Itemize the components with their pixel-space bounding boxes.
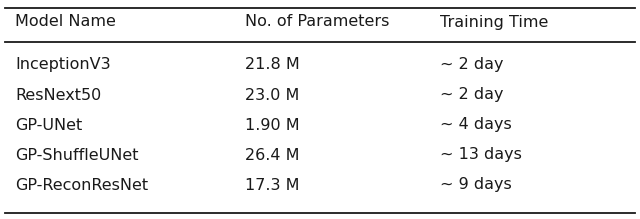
Text: 1.90 M: 1.90 M xyxy=(245,118,300,132)
Text: ~ 9 days: ~ 9 days xyxy=(440,178,512,193)
Text: GP-UNet: GP-UNet xyxy=(15,118,83,132)
Text: 23.0 M: 23.0 M xyxy=(245,88,300,102)
Text: GP-ReconResNet: GP-ReconResNet xyxy=(15,178,148,193)
Text: No. of Parameters: No. of Parameters xyxy=(245,14,389,30)
Text: 21.8 M: 21.8 M xyxy=(245,58,300,72)
Text: Model Name: Model Name xyxy=(15,14,116,30)
Text: 17.3 M: 17.3 M xyxy=(245,178,300,193)
Text: ~ 4 days: ~ 4 days xyxy=(440,118,512,132)
Text: Training Time: Training Time xyxy=(440,14,548,30)
Text: 26.4 M: 26.4 M xyxy=(245,148,300,162)
Text: ResNext50: ResNext50 xyxy=(15,88,101,102)
Text: ~ 2 day: ~ 2 day xyxy=(440,88,504,102)
Text: ~ 2 day: ~ 2 day xyxy=(440,58,504,72)
Text: ~ 13 days: ~ 13 days xyxy=(440,148,522,162)
Text: InceptionV3: InceptionV3 xyxy=(15,58,111,72)
Text: GP-ShuffleUNet: GP-ShuffleUNet xyxy=(15,148,138,162)
